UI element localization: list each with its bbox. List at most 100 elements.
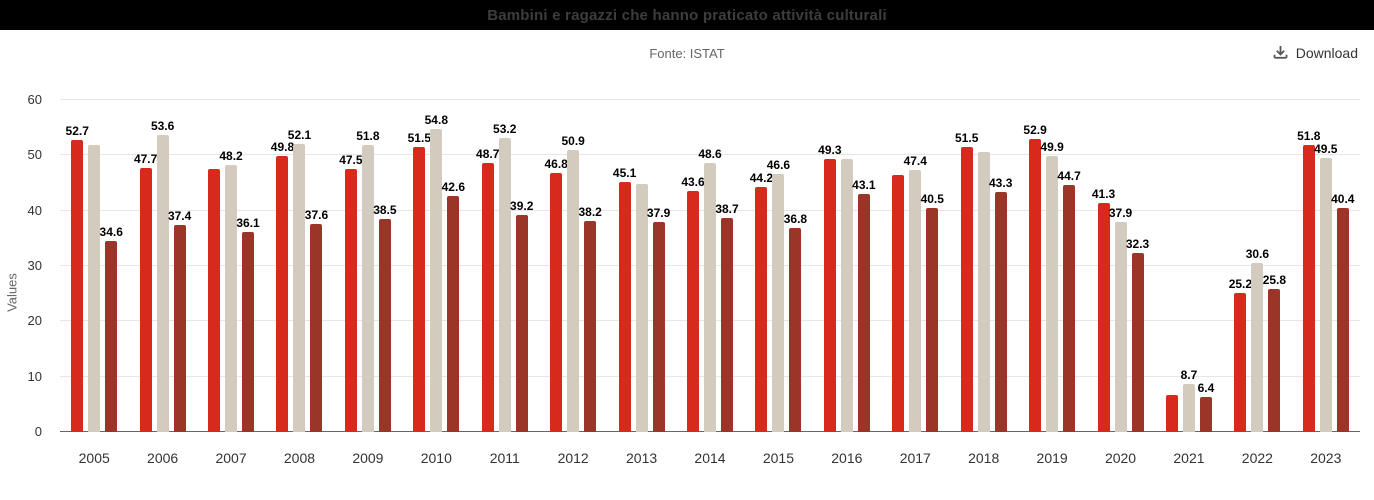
- bar-value-label: 39.2: [510, 199, 534, 214]
- bar-value-label: 30.6: [1245, 246, 1270, 261]
- bar-series-brown-2012[interactable]: 38.2: [578, 205, 602, 432]
- bar-series-brown-2019[interactable]: 44.7: [1057, 169, 1081, 432]
- bar-series-beige-2015[interactable]: 46.6: [767, 158, 790, 432]
- bar-series-brown-2017[interactable]: 40.5: [921, 192, 944, 432]
- bar-series-beige-2014[interactable]: 48.6: [698, 147, 722, 432]
- bar-series-red-2023[interactable]: 51.8: [1297, 129, 1320, 432]
- bar-series-beige-2008[interactable]: 52.1: [288, 128, 311, 432]
- bar-value-label: 36.8: [783, 212, 808, 227]
- x-axis-label-2006: 2006: [147, 450, 179, 466]
- bar-value-label: 40.4: [1331, 192, 1355, 207]
- bar-series-beige-2023[interactable]: 49.5: [1314, 142, 1337, 432]
- bar-group-2018: 51.5 43.3 2018: [949, 100, 1017, 466]
- bar-series-brown-2005[interactable]: 34.6: [100, 225, 123, 432]
- bar-series-brown-2021[interactable]: 6.4: [1198, 381, 1214, 432]
- bar-series-red-2005[interactable]: 52.7: [66, 124, 89, 432]
- bar-series-red-2007[interactable]: [208, 169, 221, 432]
- bar-value-label: 40.5: [920, 191, 944, 206]
- bar-value-label: 51.8: [1297, 129, 1321, 144]
- plot-area: 52.7 34.6 2005 47.7 53.6 37.4 2006 48.2 36.1 2007…: [60, 99, 1360, 466]
- bar-series-red-2011[interactable]: 48.7: [476, 147, 499, 432]
- bar-value-label: 37.9: [1108, 206, 1133, 221]
- bar-value-label: 47.4: [903, 153, 927, 168]
- bar-series-brown-2009[interactable]: 38.5: [373, 203, 397, 432]
- bar-value-label: 37.6: [304, 207, 329, 222]
- bar-series-brown-2007[interactable]: 36.1: [236, 216, 260, 432]
- bar-series-beige-2010[interactable]: 54.8: [425, 113, 448, 432]
- bar-series-beige-2012[interactable]: 50.9: [561, 134, 585, 432]
- bar-group-2016: 49.3 43.1 2016: [813, 100, 881, 466]
- x-axis-label-2005: 2005: [78, 450, 110, 466]
- bar-series-brown-2010[interactable]: 42.6: [442, 180, 465, 432]
- bar-series-red-2010[interactable]: 51.5: [408, 131, 431, 432]
- bar-series-beige-2018[interactable]: [977, 152, 990, 432]
- bar-value-label: 51.5: [955, 131, 979, 146]
- bar-series-brown-2014[interactable]: 38.7: [715, 202, 739, 432]
- chart-title-bar: Bambini e ragazzi che hanno praticato at…: [0, 0, 1374, 30]
- bar-series-brown-2020[interactable]: 32.3: [1126, 237, 1149, 432]
- bar-series-brown-2013[interactable]: 37.9: [647, 206, 670, 432]
- bar-series-beige-2007[interactable]: 48.2: [219, 149, 243, 432]
- bar-value-label: 44.7: [1057, 168, 1081, 183]
- bar-value-label: 38.5: [373, 202, 397, 217]
- bar-series-beige-2022[interactable]: 30.6: [1246, 247, 1269, 432]
- y-tick-label: 10: [27, 368, 42, 384]
- y-tick-label: 30: [27, 258, 42, 273]
- bar-series-beige-2006[interactable]: 53.6: [151, 119, 174, 432]
- x-axis-label-2015: 2015: [762, 450, 794, 466]
- bar-series-red-2015[interactable]: 44.2: [750, 171, 773, 432]
- x-axis-label-2012: 2012: [557, 450, 589, 466]
- bar-series-beige-2016[interactable]: [840, 159, 853, 432]
- bar-series-red-2017[interactable]: [892, 174, 905, 432]
- x-axis-label-2023: 2023: [1310, 450, 1342, 466]
- bar-series-beige-2005[interactable]: [88, 144, 101, 432]
- bar-series-red-2019[interactable]: 52.9: [1023, 123, 1047, 432]
- bar-series-brown-2015[interactable]: 36.8: [784, 212, 807, 432]
- bar-series-red-2016[interactable]: 49.3: [818, 143, 842, 432]
- bar-series-red-2009[interactable]: 47.5: [339, 153, 363, 432]
- x-axis-label-2019: 2019: [1036, 450, 1068, 466]
- bar-series-beige-2011[interactable]: 53.2: [493, 122, 516, 432]
- bar-value-label: 6.4: [1197, 380, 1215, 395]
- bar-series-beige-2021[interactable]: 8.7: [1181, 368, 1197, 432]
- bar-series-brown-2018[interactable]: 43.3: [989, 176, 1012, 432]
- bar-group-2007: 48.2 36.1 2007: [197, 100, 265, 466]
- bar-series-beige-2013[interactable]: [635, 183, 648, 432]
- bar-series-brown-2011[interactable]: 39.2: [510, 199, 533, 432]
- x-axis-label-2007: 2007: [215, 450, 247, 466]
- bar-group-2013: 45.1 37.9 2013: [607, 100, 675, 466]
- bar-series-beige-2017[interactable]: 47.4: [904, 154, 927, 432]
- y-tick-label: 60: [27, 92, 42, 107]
- bar-series-brown-2023[interactable]: 40.4: [1331, 192, 1354, 432]
- bar-group-2012: 46.8 50.9 38.2 2012: [539, 100, 607, 466]
- download-button[interactable]: Download: [1272, 44, 1358, 61]
- bar-series-red-2006[interactable]: 47.7: [134, 152, 157, 432]
- bar-value-label: 49.8: [270, 140, 295, 155]
- bar-series-red-2018[interactable]: 51.5: [955, 131, 978, 432]
- bar-value-label: 41.3: [1091, 187, 1116, 202]
- y-tick-label: 20: [27, 313, 42, 329]
- bar-group-2014: 43.6 48.6 38.7 2014: [676, 100, 744, 466]
- bar-series-beige-2020[interactable]: 37.9: [1109, 206, 1132, 432]
- bar-series-red-2021[interactable]: [1165, 394, 1178, 432]
- bar-group-2023: 51.8 49.5 40.4 2023: [1292, 100, 1360, 466]
- x-axis-label-2022: 2022: [1241, 450, 1273, 466]
- bar-value-label: 37.4: [167, 209, 192, 224]
- bar-series-red-2012[interactable]: 46.8: [544, 157, 568, 432]
- bar-series-red-2013[interactable]: 45.1: [613, 166, 636, 432]
- bar-value-label: 52.1: [287, 127, 312, 142]
- bar-series-red-2014[interactable]: 43.6: [681, 175, 705, 432]
- bar-chart: 0 10 20 30 40 50 60 Values 52.7 34.6 2005 47.7 53.…: [0, 70, 1374, 500]
- bar-value-label: 47.5: [339, 153, 363, 168]
- bar-series-red-2008[interactable]: 49.8: [271, 140, 294, 432]
- bar-series-red-2022[interactable]: 25.2: [1229, 277, 1252, 432]
- bar-series-brown-2016[interactable]: 43.1: [852, 178, 876, 432]
- x-axis-label-2009: 2009: [352, 450, 384, 466]
- bar-series-beige-2009[interactable]: 51.8: [356, 129, 380, 432]
- bar-series-brown-2022[interactable]: 25.8: [1263, 273, 1286, 432]
- bar-series-red-2020[interactable]: 41.3: [1092, 187, 1115, 432]
- bar-series-brown-2008[interactable]: 37.6: [305, 208, 328, 432]
- bar-series-brown-2006[interactable]: 37.4: [168, 209, 191, 432]
- bar-series-beige-2019[interactable]: 49.9: [1040, 140, 1064, 432]
- bar-value-label: 43.3: [989, 176, 1013, 191]
